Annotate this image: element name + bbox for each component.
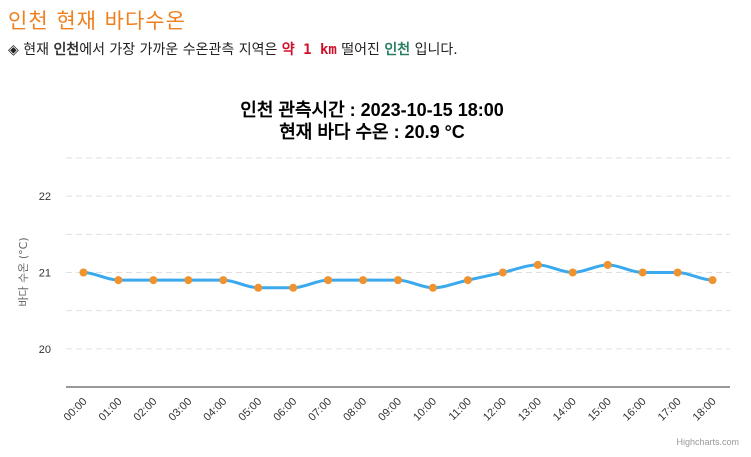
info-middle: 에서 가장 가까운 수온관측 지역은 <box>79 42 278 58</box>
data-point[interactable] <box>498 268 507 277</box>
data-point[interactable] <box>428 283 437 292</box>
data-point[interactable] <box>638 268 647 277</box>
x-tick-label: 18:00 <box>691 396 719 424</box>
diamond-bullet-icon: ◈ <box>8 42 19 58</box>
grid-lines <box>66 157 730 350</box>
y-tick-label: 21 <box>39 268 51 280</box>
x-axis-labels: 00:00 01:00 02:00 03:00 04:00 05:00 06:00 07:00… <box>62 396 719 424</box>
credits-link[interactable]: Highcharts.com <box>676 437 739 447</box>
x-tick-label: 05:00 <box>236 396 264 424</box>
nearest-station-info: ◈ 현재 인천에서 가장 가까운 수온관측 지역은 약 1 km 떨어진 인천 … <box>8 39 458 59</box>
data-point[interactable] <box>673 268 682 277</box>
x-tick-label: 02:00 <box>132 396 160 424</box>
data-point[interactable] <box>79 268 88 277</box>
info-suffix-1: 떨어진 <box>341 42 380 58</box>
temperature-markers <box>79 260 717 292</box>
distance-value: 약 1 km <box>281 42 337 58</box>
x-tick-label: 15:00 <box>586 396 614 424</box>
x-tick-label: 01:00 <box>97 396 125 424</box>
data-point[interactable] <box>463 276 472 285</box>
x-tick-label: 11:00 <box>447 396 474 423</box>
chart-title: 인천 관측시간 : 2023-10-15 18:00 <box>240 100 503 120</box>
data-point[interactable] <box>394 276 402 285</box>
x-tick-label: 12:00 <box>481 396 509 424</box>
data-point[interactable] <box>603 260 612 269</box>
x-tick-label: 13:00 <box>516 396 544 424</box>
x-tick-label: 07:00 <box>306 396 334 424</box>
data-point[interactable] <box>184 276 193 285</box>
data-point[interactable] <box>708 276 717 285</box>
x-tick-label: 03:00 <box>166 396 194 424</box>
x-tick-label: 10:00 <box>411 396 439 424</box>
station-name: 인천 <box>384 42 411 58</box>
chart-subtitle: 현재 바다 수온 : 20.9 °C <box>279 122 465 142</box>
current-location: 인천 <box>53 42 80 58</box>
x-tick-label: 06:00 <box>271 396 299 424</box>
x-tick-label: 09:00 <box>376 396 404 424</box>
x-tick-label: 17:00 <box>656 396 684 424</box>
info-prefix: 현재 <box>23 42 49 58</box>
x-tick-label: 08:00 <box>341 396 369 424</box>
x-tick-label: 00:00 <box>62 396 90 424</box>
y-tick-label: 22 <box>39 191 51 203</box>
y-axis-labels: 20 21 22 <box>39 191 51 356</box>
x-tick-label: 04:00 <box>201 396 229 424</box>
data-point[interactable] <box>568 268 577 277</box>
y-tick-label: 20 <box>39 344 51 356</box>
data-point[interactable] <box>359 276 368 285</box>
info-suffix-2: 입니다. <box>414 42 458 58</box>
data-point[interactable] <box>289 283 298 292</box>
data-point[interactable] <box>149 276 158 285</box>
x-tick-label: 14:00 <box>551 396 579 424</box>
data-point[interactable] <box>533 260 542 269</box>
data-point[interactable] <box>324 276 333 285</box>
data-point[interactable] <box>114 276 123 285</box>
page-title: 인천 현재 바다수온 <box>8 9 186 33</box>
y-axis-title: 바다 수온 (°C) <box>17 237 30 306</box>
x-tick-label: 16:00 <box>621 396 649 424</box>
data-point[interactable] <box>254 283 263 292</box>
data-point[interactable] <box>219 276 228 285</box>
